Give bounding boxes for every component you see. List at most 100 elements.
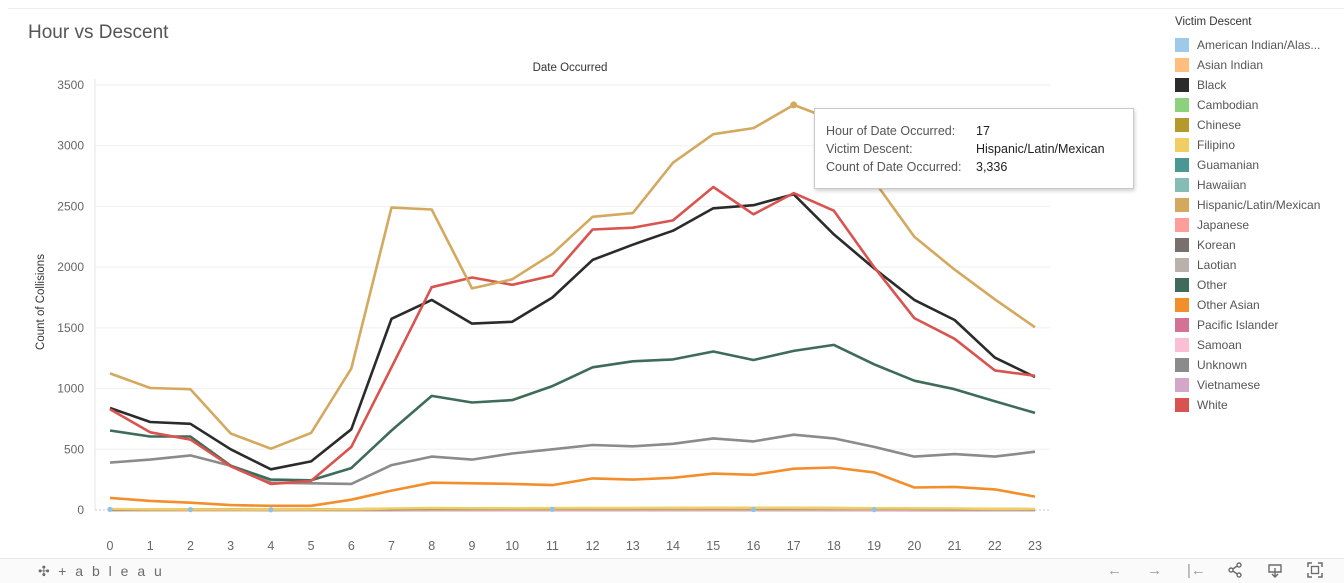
series-line-other[interactable] — [110, 345, 1035, 480]
y-tick-label: 1500 — [57, 321, 84, 335]
point-mark[interactable] — [872, 507, 877, 512]
legend-item[interactable]: Filipino — [1175, 135, 1344, 155]
legend-swatch — [1175, 278, 1189, 292]
legend-item[interactable]: Laotian — [1175, 255, 1344, 275]
legend-label: Japanese — [1197, 218, 1249, 232]
legend-swatch — [1175, 158, 1189, 172]
tooltip: Hour of Date Occurred: 17 Victim Descent… — [814, 108, 1134, 189]
tooltip-label: Hour of Date Occurred: — [826, 122, 976, 140]
legend-item[interactable]: White — [1175, 395, 1344, 415]
point-mark[interactable] — [268, 507, 273, 512]
footer-toolbar: ✣+ a b l e a u ← → |← — [0, 558, 1344, 583]
legend-item[interactable]: Asian Indian — [1175, 55, 1344, 75]
legend-swatch — [1175, 318, 1189, 332]
legend-swatch — [1175, 198, 1189, 212]
y-tick-label: 3000 — [57, 139, 84, 153]
tooltip-value: Hispanic/Latin/Mexican — [976, 140, 1105, 158]
download-icon[interactable] — [1267, 562, 1283, 582]
redo-icon[interactable]: → — [1147, 562, 1162, 579]
legend-label: Vietnamese — [1197, 378, 1260, 392]
legend-label: Asian Indian — [1197, 58, 1263, 72]
tableau-logo[interactable]: ✣+ a b l e a u — [38, 563, 164, 580]
legend-label: Chinese — [1197, 118, 1241, 132]
legend-swatch — [1175, 358, 1189, 372]
legend-swatch — [1175, 258, 1189, 272]
series-line-filipino[interactable] — [110, 508, 1035, 510]
point-mark[interactable] — [550, 507, 555, 512]
legend-label: American Indian/Alas... — [1197, 38, 1320, 52]
legend-item[interactable]: Black — [1175, 75, 1344, 95]
x-tick-label: 3 — [227, 539, 234, 553]
y-axis-label: Count of Collisions — [35, 254, 47, 350]
tooltip-label: Victim Descent: — [826, 140, 976, 158]
legend-item[interactable]: Chinese — [1175, 115, 1344, 135]
legend-swatch — [1175, 98, 1189, 112]
legend-item[interactable]: Cambodian — [1175, 95, 1344, 115]
y-axis: 0 500 1000 1500 2000 2500 3000 3500 — [57, 78, 84, 517]
x-tick-label: 18 — [827, 539, 841, 553]
legend-item[interactable]: Guamanian — [1175, 155, 1344, 175]
legend-label: Other — [1197, 278, 1227, 292]
legend-title: Victim Descent — [1175, 14, 1344, 30]
x-tick-label: 19 — [867, 539, 881, 553]
x-tick-label: 22 — [988, 539, 1002, 553]
legend-item[interactable]: Other Asian — [1175, 295, 1344, 315]
point-mark[interactable] — [107, 507, 112, 512]
tooltip-label: Count of Date Occurred: — [826, 158, 976, 176]
legend: Victim Descent American Indian/Alas... As… — [1175, 14, 1344, 415]
legend-label: Laotian — [1197, 258, 1236, 272]
y-tick-label: 1000 — [57, 382, 84, 396]
legend-item[interactable]: Samoan — [1175, 335, 1344, 355]
x-tick-label: 16 — [747, 539, 761, 553]
y-tick-label: 2000 — [57, 260, 84, 274]
x-tick-label: 13 — [626, 539, 640, 553]
y-tick-label: 2500 — [57, 199, 84, 213]
legend-swatch — [1175, 398, 1189, 412]
point-mark[interactable] — [188, 507, 193, 512]
legend-item[interactable]: Korean — [1175, 235, 1344, 255]
x-tick-label: 20 — [907, 539, 921, 553]
tooltip-value: 17 — [976, 122, 990, 140]
legend-label: Guamanian — [1197, 158, 1259, 172]
legend-item[interactable]: Vietnamese — [1175, 375, 1344, 395]
legend-label: Filipino — [1197, 138, 1235, 152]
y-tick-label: 3500 — [57, 78, 84, 92]
legend-item[interactable]: Other — [1175, 275, 1344, 295]
legend-swatch — [1175, 238, 1189, 252]
legend-swatch — [1175, 118, 1189, 132]
x-tick-label: 17 — [787, 539, 801, 553]
point-mark[interactable] — [751, 507, 756, 512]
highlight-point[interactable] — [790, 101, 797, 108]
x-tick-label: 7 — [388, 539, 395, 553]
legend-label: White — [1197, 398, 1228, 412]
legend-item[interactable]: Unknown — [1175, 355, 1344, 375]
x-tick-label: 12 — [586, 539, 600, 553]
legend-swatch — [1175, 78, 1189, 92]
legend-swatch — [1175, 138, 1189, 152]
line-chart[interactable]: Date Occurred Count of Collisions 0 500 10… — [0, 0, 1344, 560]
legend-item[interactable]: Hispanic/Latin/Mexican — [1175, 195, 1344, 215]
legend-item[interactable]: American Indian/Alas... — [1175, 35, 1344, 55]
undo-icon[interactable]: ← — [1107, 562, 1122, 579]
fullscreen-icon[interactable] — [1307, 562, 1323, 582]
legend-swatch — [1175, 338, 1189, 352]
legend-item[interactable]: Pacific Islander — [1175, 315, 1344, 335]
legend-swatch — [1175, 178, 1189, 192]
legend-item[interactable]: Japanese — [1175, 215, 1344, 235]
x-tick-label: 0 — [107, 539, 114, 553]
column-header: Date Occurred — [533, 62, 608, 74]
y-tick-label: 0 — [77, 503, 84, 517]
legend-label: Cambodian — [1197, 98, 1258, 112]
legend-label: Hawaiian — [1197, 178, 1246, 192]
share-icon[interactable] — [1227, 562, 1243, 582]
x-tick-label: 15 — [706, 539, 720, 553]
revert-icon[interactable]: |← — [1187, 562, 1206, 579]
x-tick-label: 2 — [187, 539, 194, 553]
legend-swatch — [1175, 378, 1189, 392]
y-tick-label: 500 — [64, 442, 84, 456]
legend-item[interactable]: Hawaiian — [1175, 175, 1344, 195]
x-tick-label: 21 — [948, 539, 962, 553]
highlight-marks[interactable] — [107, 101, 876, 512]
x-tick-label: 8 — [428, 539, 435, 553]
